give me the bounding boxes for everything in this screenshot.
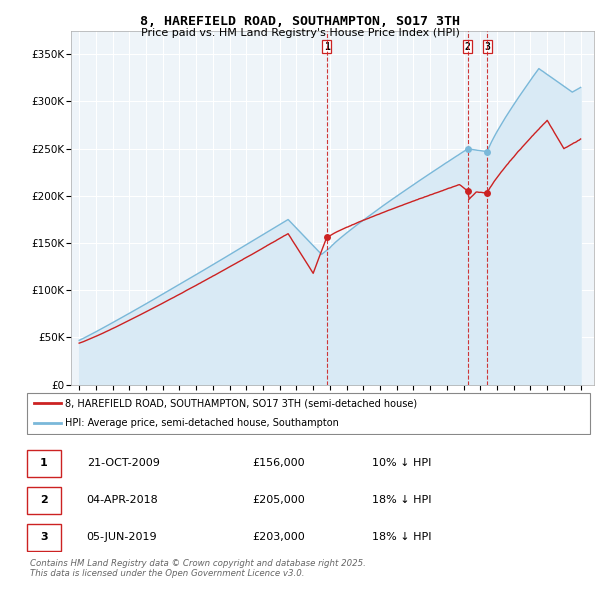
Text: This data is licensed under the Open Government Licence v3.0.: This data is licensed under the Open Gov… [30,569,305,578]
Text: 8, HAREFIELD ROAD, SOUTHAMPTON, SO17 3TH: 8, HAREFIELD ROAD, SOUTHAMPTON, SO17 3TH [140,15,460,28]
Bar [27,450,61,477]
Text: 10% ↓ HPI: 10% ↓ HPI [372,458,431,468]
Text: 18% ↓ HPI: 18% ↓ HPI [372,495,431,505]
Text: 18% ↓ HPI: 18% ↓ HPI [372,532,431,542]
Text: 3: 3 [484,42,490,52]
Text: Contains HM Land Registry data © Crown copyright and database right 2025.: Contains HM Land Registry data © Crown c… [30,559,366,568]
Text: 2: 2 [465,42,471,52]
Bar [27,487,61,513]
Text: HPI: Average price, semi-detached house, Southampton: HPI: Average price, semi-detached house,… [65,418,339,428]
Text: £156,000: £156,000 [252,458,305,468]
Text: 8, HAREFIELD ROAD, SOUTHAMPTON, SO17 3TH (semi-detached house): 8, HAREFIELD ROAD, SOUTHAMPTON, SO17 3TH… [65,398,417,408]
Text: 3: 3 [40,532,48,542]
Text: 1: 1 [324,42,329,52]
Text: 21-OCT-2009: 21-OCT-2009 [87,458,160,468]
Text: £205,000: £205,000 [252,495,305,505]
Text: Price paid vs. HM Land Registry's House Price Index (HPI): Price paid vs. HM Land Registry's House … [140,28,460,38]
Text: 05-JUN-2019: 05-JUN-2019 [87,532,157,542]
Bar [27,524,61,550]
Text: 04-APR-2018: 04-APR-2018 [87,495,158,505]
Text: 1: 1 [40,458,48,468]
Text: £203,000: £203,000 [252,532,305,542]
Text: 2: 2 [40,495,48,505]
